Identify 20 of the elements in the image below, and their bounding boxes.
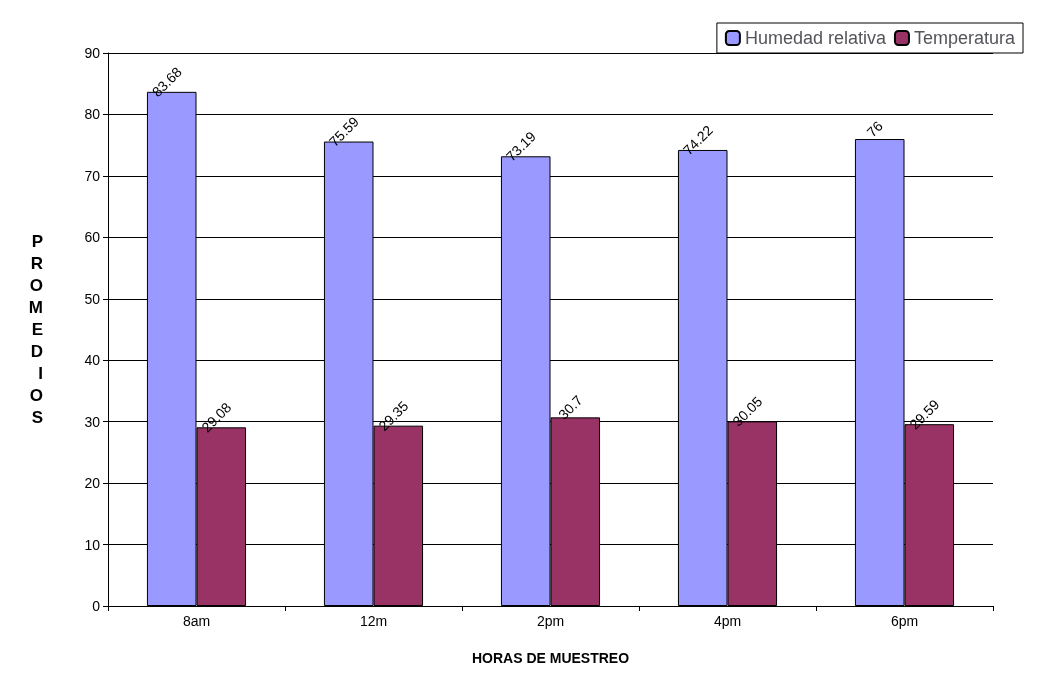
- y-tick-label: 30: [84, 413, 101, 430]
- y-tick-label: 70: [84, 167, 101, 184]
- y-tick-label: 20: [84, 475, 101, 492]
- y-tick-label: 90: [84, 45, 101, 61]
- y-tick-label: 10: [84, 536, 101, 553]
- data-label: 76: [863, 117, 887, 141]
- x-axis-title: HORAS DE MUESTREO: [471, 650, 630, 666]
- x-tick-label: 2pm: [536, 613, 565, 629]
- x-tick-label: 4pm: [713, 613, 742, 629]
- y-tick-label: 50: [84, 290, 101, 307]
- y-tick-label: 0: [92, 598, 101, 614]
- legend-label: Humedad relativa: [744, 28, 887, 48]
- y-tick-label: 80: [84, 106, 101, 123]
- x-tick-label: 8am: [182, 613, 211, 629]
- y-tick-label: 60: [84, 229, 101, 246]
- y-tick-label: 40: [84, 352, 101, 369]
- legend-label: Temperatura: [913, 28, 1016, 48]
- x-tick-label: 6pm: [890, 613, 919, 629]
- text: PROMEDIOS: [28, 232, 43, 427]
- x-tick-label: 12m: [359, 613, 388, 629]
